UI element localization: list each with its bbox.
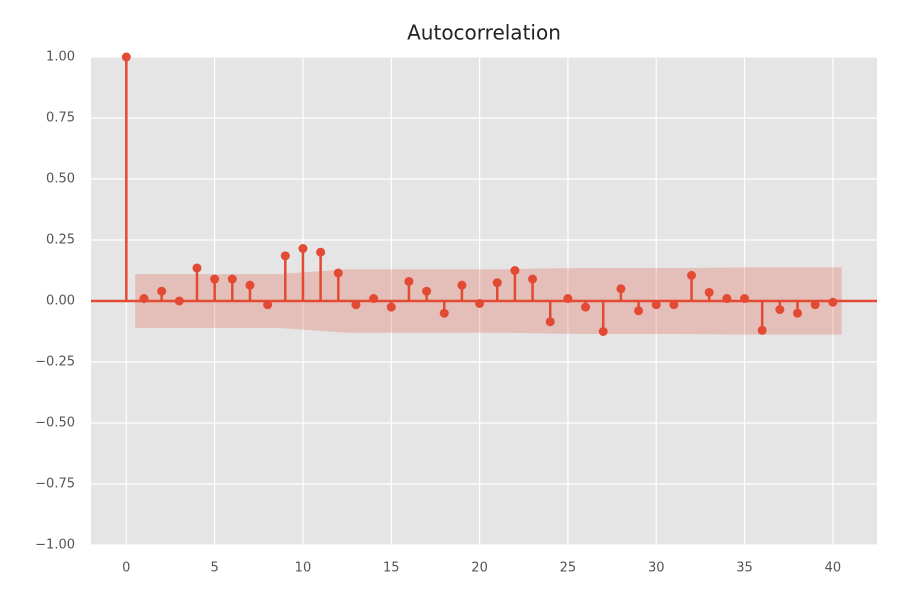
marker xyxy=(740,294,750,304)
x-tick-label: 15 xyxy=(383,561,400,576)
marker xyxy=(510,266,520,275)
marker xyxy=(192,263,202,273)
marker xyxy=(616,284,626,294)
marker xyxy=(634,306,644,316)
y-tick-label: 0.50 xyxy=(46,172,75,187)
y-tick-label: 0.75 xyxy=(46,111,75,126)
y-tick-label: −0.75 xyxy=(35,477,75,492)
marker xyxy=(757,325,767,335)
confidence-band xyxy=(135,301,842,335)
confidence-band xyxy=(135,267,842,301)
marker xyxy=(475,298,485,308)
y-tick-label: −0.25 xyxy=(35,355,75,370)
x-tick-label: 20 xyxy=(471,561,488,576)
x-tick-label: 40 xyxy=(825,561,842,576)
marker xyxy=(704,287,714,297)
marker xyxy=(581,302,591,312)
x-tick-label: 10 xyxy=(295,561,312,576)
x-tick-label: 0 xyxy=(122,561,130,576)
marker xyxy=(298,244,308,254)
marker xyxy=(651,300,661,310)
marker xyxy=(828,297,838,307)
marker xyxy=(369,294,379,304)
marker xyxy=(492,278,502,288)
marker xyxy=(210,274,220,284)
marker xyxy=(775,305,785,315)
marker xyxy=(245,280,255,290)
marker xyxy=(121,52,131,62)
y-tick-label: 0.00 xyxy=(46,294,75,309)
marker xyxy=(598,327,608,336)
marker xyxy=(563,294,573,304)
marker xyxy=(139,294,149,304)
marker xyxy=(351,300,361,310)
chart-title: Autocorrelation xyxy=(407,21,561,45)
marker xyxy=(793,308,803,318)
marker xyxy=(404,276,414,286)
marker xyxy=(687,270,697,280)
marker xyxy=(263,300,273,310)
y-tick-label: −0.50 xyxy=(35,416,75,431)
marker xyxy=(227,274,237,284)
marker xyxy=(174,296,184,306)
marker xyxy=(422,286,432,296)
marker xyxy=(157,286,167,296)
marker xyxy=(457,280,467,290)
y-tick-label: 0.25 xyxy=(46,233,75,248)
marker xyxy=(545,317,555,327)
marker xyxy=(386,302,396,312)
marker xyxy=(316,247,326,257)
marker xyxy=(333,268,343,278)
marker xyxy=(439,308,449,318)
marker xyxy=(669,300,679,310)
x-tick-label: 35 xyxy=(736,561,753,576)
x-tick-label: 25 xyxy=(560,561,577,576)
x-tick-label: 5 xyxy=(210,561,218,576)
marker xyxy=(722,294,732,304)
marker xyxy=(528,274,538,284)
x-tick-label: 30 xyxy=(648,561,665,576)
marker xyxy=(810,300,820,310)
y-tick-label: 1.00 xyxy=(46,50,75,65)
y-tick-label: −1.00 xyxy=(35,538,75,553)
marker xyxy=(280,251,290,261)
